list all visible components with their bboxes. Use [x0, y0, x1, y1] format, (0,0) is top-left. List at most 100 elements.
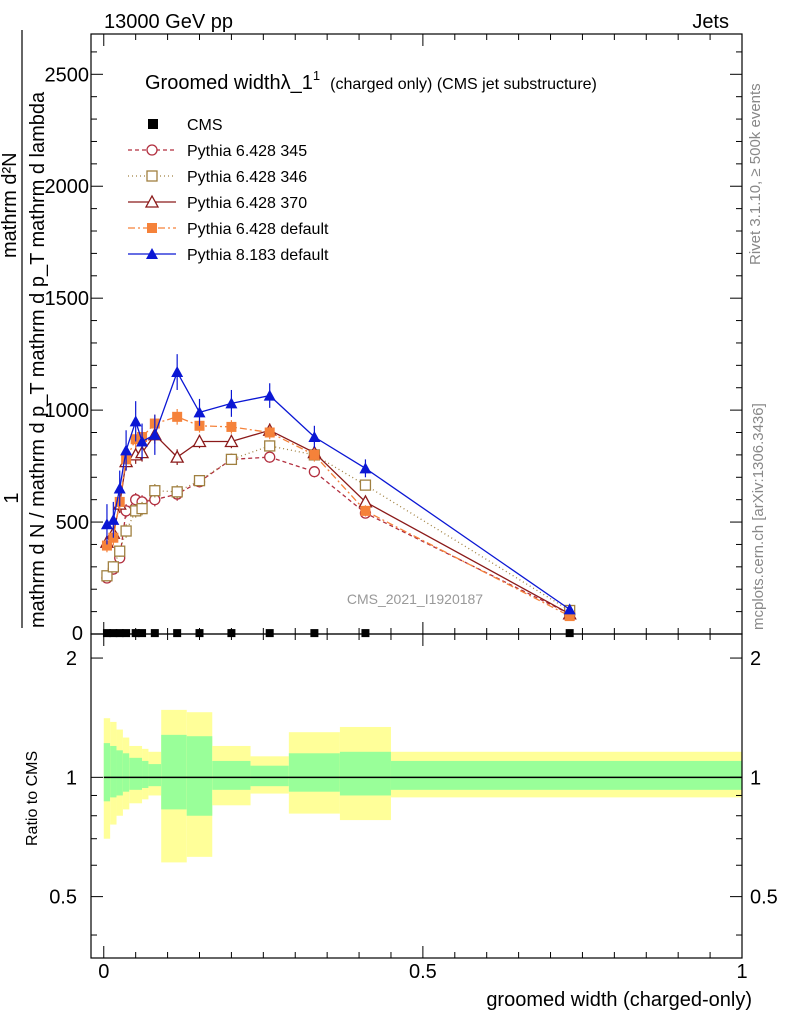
xtick-label: 0.5	[409, 961, 437, 983]
data-point	[109, 629, 118, 638]
series-point	[136, 435, 149, 447]
ratio-band-inner	[129, 757, 143, 790]
series-point	[172, 411, 183, 422]
ratio-band-inner	[110, 745, 117, 798]
data-point	[310, 629, 319, 638]
data-point	[150, 629, 159, 638]
legend-marker	[147, 223, 157, 233]
series-point	[113, 482, 126, 494]
main-ytick-label: 2000	[45, 176, 90, 198]
series-point	[264, 451, 276, 463]
legend-marker	[146, 144, 158, 156]
legend-marker	[144, 194, 160, 208]
ratio-band-inner	[142, 760, 149, 788]
series-point	[120, 525, 132, 537]
legend-label: Pythia 6.428 346	[187, 169, 307, 186]
ratio-band-inner	[103, 743, 111, 802]
data-point	[102, 629, 111, 638]
data-point	[173, 629, 182, 638]
ylabel-ratio: Ratio to CMS	[24, 751, 41, 846]
xtick-label: 1	[736, 961, 747, 983]
ratio-band-inner	[250, 765, 289, 787]
ylabel-main-denominator: mathrm d N / mathrm d p_T mathrm d p_T m…	[27, 91, 49, 628]
chart-title: Groomed widthλ_11 (charged only) (CMS jet…	[145, 68, 597, 94]
ratio-band-inner	[288, 753, 340, 792]
chart-title-sup: 1	[313, 68, 320, 83]
series-point	[308, 466, 321, 478]
header-left: 13000 GeV pp	[104, 11, 233, 33]
series-point	[226, 421, 237, 432]
data-point	[138, 629, 147, 638]
ylabel-main-numerator: 1	[1, 492, 23, 503]
ratio-ytick-label: 1	[66, 767, 77, 789]
chart-title-suffix: (charged only) (CMS jet substructure)	[330, 76, 597, 93]
series-point	[264, 427, 275, 438]
series-point	[263, 389, 276, 401]
ratio-ytick-label-right: 2	[750, 648, 761, 670]
series-point	[120, 444, 133, 456]
series-point	[564, 611, 575, 622]
series-point	[107, 513, 120, 525]
series-point	[101, 540, 112, 551]
data-point	[122, 629, 131, 638]
series-5	[100, 354, 576, 615]
series-3	[99, 422, 577, 620]
ratio-band-inner	[116, 750, 123, 796]
data-point	[195, 629, 204, 638]
main-ytick-label: 0	[72, 623, 83, 645]
series-point	[225, 453, 238, 466]
series-line	[106, 416, 570, 617]
ratio-band-inner	[122, 753, 130, 792]
series-point	[170, 449, 185, 463]
ratio-ytick-label-right: 0.5	[750, 887, 778, 909]
series-point	[136, 502, 148, 515]
watermark: CMS_2021_I1920187	[347, 591, 483, 607]
series-point	[264, 440, 276, 452]
series-point	[309, 449, 320, 460]
series-2	[101, 440, 576, 617]
main-ytick-label: 500	[56, 512, 89, 534]
series-point	[308, 430, 321, 442]
main-ytick-label: 1000	[45, 400, 90, 422]
series-point	[359, 479, 372, 491]
ratio-panel	[103, 709, 742, 863]
chart-title-main: Groomed widthλ_1	[145, 72, 313, 94]
xlabel: groomed width (charged-only)	[486, 989, 752, 1011]
cms-data	[102, 629, 574, 638]
series-point	[193, 406, 206, 418]
ratio-ytick-label: 0.5	[49, 887, 77, 909]
ratio-band-inner	[161, 734, 187, 810]
series-point	[149, 485, 161, 497]
ylabel-main-right: mathrm d²N	[0, 152, 21, 258]
series-4	[101, 409, 575, 622]
legend-label: Pythia 6.428 370	[187, 195, 307, 212]
series-point	[114, 545, 126, 557]
series-point	[563, 603, 576, 615]
main-ytick-label: 1500	[45, 288, 90, 310]
series-line	[106, 370, 571, 610]
legend: CMS Pythia 6.428 345 Pythia 6.428 346 Pythi…	[128, 117, 329, 264]
legend-marker	[146, 248, 158, 259]
series-point	[193, 474, 206, 487]
series-point	[224, 434, 239, 448]
ratio-frame	[90, 633, 743, 959]
series-point	[171, 486, 183, 498]
data-point	[265, 629, 274, 638]
ratio-band-inner	[390, 760, 742, 790]
series-point	[101, 570, 113, 582]
series-point	[107, 561, 119, 573]
series-point	[360, 505, 371, 516]
data-point	[361, 629, 370, 638]
series-line	[106, 445, 571, 612]
data-point	[565, 629, 574, 638]
legend-label: CMS	[187, 117, 223, 134]
series-point	[359, 462, 372, 474]
mcplots-label: mcplots.cern.ch [arXiv:1306.3436]	[750, 403, 767, 630]
data-point	[227, 629, 236, 638]
rivet-label: Rivet 3.1.10, ≥ 500k events	[747, 83, 764, 265]
main-ytick-label: 2500	[45, 64, 90, 86]
data-point	[115, 629, 124, 638]
ratio-band-inner	[186, 736, 213, 816]
ratio-ytick-label: 2	[66, 648, 77, 670]
